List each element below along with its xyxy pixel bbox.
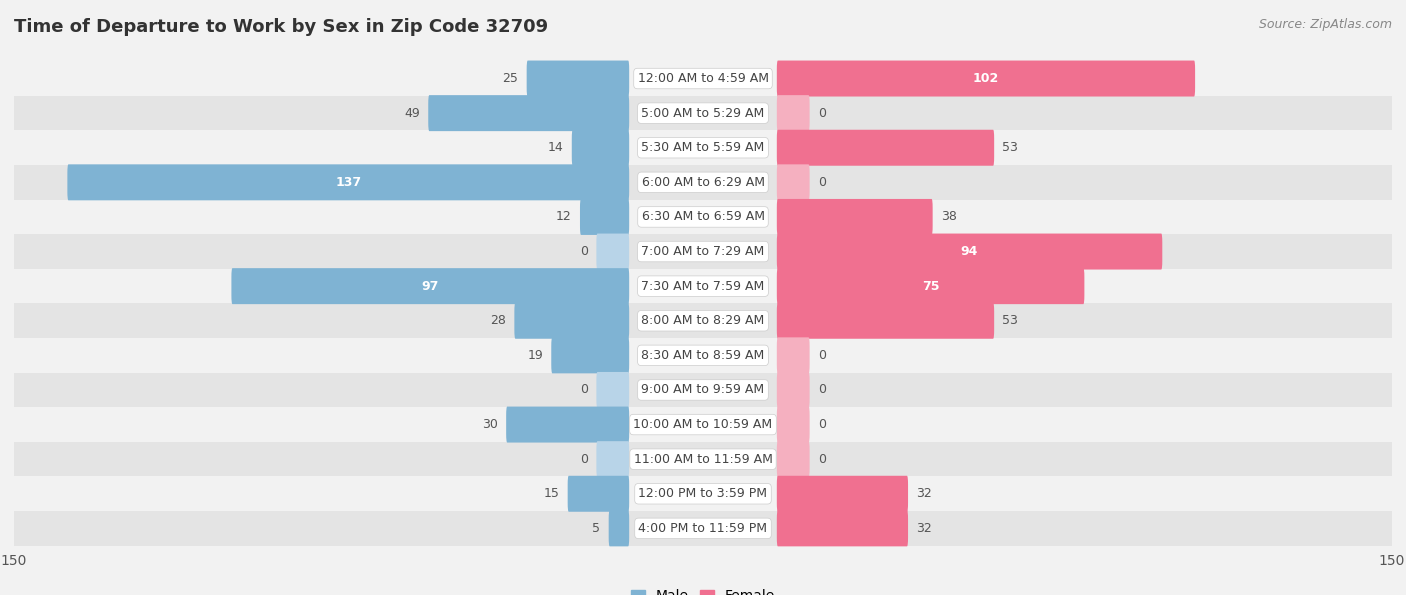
Text: 137: 137	[335, 176, 361, 189]
Text: 5:30 AM to 5:59 AM: 5:30 AM to 5:59 AM	[641, 141, 765, 154]
FancyBboxPatch shape	[778, 441, 810, 477]
Bar	[0, 130, 1406, 165]
Text: 53: 53	[1002, 314, 1018, 327]
Bar	[0, 511, 1406, 546]
FancyBboxPatch shape	[778, 130, 994, 166]
FancyBboxPatch shape	[596, 441, 630, 477]
Text: 94: 94	[960, 245, 979, 258]
FancyBboxPatch shape	[778, 406, 810, 443]
Text: 0: 0	[818, 176, 825, 189]
Text: 30: 30	[482, 418, 498, 431]
FancyBboxPatch shape	[551, 337, 630, 373]
Legend: Male, Female: Male, Female	[626, 584, 780, 595]
Text: 6:30 AM to 6:59 AM: 6:30 AM to 6:59 AM	[641, 211, 765, 224]
Text: 14: 14	[548, 141, 564, 154]
Text: 25: 25	[502, 72, 519, 85]
Text: 12:00 PM to 3:59 PM: 12:00 PM to 3:59 PM	[638, 487, 768, 500]
FancyBboxPatch shape	[67, 164, 630, 201]
Text: Source: ZipAtlas.com: Source: ZipAtlas.com	[1258, 18, 1392, 31]
Bar	[0, 200, 1406, 234]
Text: 7:30 AM to 7:59 AM: 7:30 AM to 7:59 AM	[641, 280, 765, 293]
Bar	[0, 61, 1406, 96]
FancyBboxPatch shape	[778, 337, 810, 373]
FancyBboxPatch shape	[596, 234, 630, 270]
FancyBboxPatch shape	[527, 61, 630, 96]
Bar	[0, 96, 1406, 130]
Text: 8:00 AM to 8:29 AM: 8:00 AM to 8:29 AM	[641, 314, 765, 327]
FancyBboxPatch shape	[596, 372, 630, 408]
Text: 53: 53	[1002, 141, 1018, 154]
Bar	[0, 372, 1406, 407]
Bar	[0, 338, 1406, 372]
FancyBboxPatch shape	[778, 61, 1195, 96]
FancyBboxPatch shape	[572, 130, 630, 166]
FancyBboxPatch shape	[778, 199, 932, 235]
Bar	[0, 269, 1406, 303]
Text: 32: 32	[917, 487, 932, 500]
FancyBboxPatch shape	[429, 95, 630, 131]
FancyBboxPatch shape	[778, 511, 908, 546]
Text: 8:30 AM to 8:59 AM: 8:30 AM to 8:59 AM	[641, 349, 765, 362]
FancyBboxPatch shape	[232, 268, 630, 304]
FancyBboxPatch shape	[778, 95, 810, 131]
Bar	[0, 234, 1406, 269]
Text: 75: 75	[922, 280, 939, 293]
FancyBboxPatch shape	[506, 406, 630, 443]
Text: 9:00 AM to 9:59 AM: 9:00 AM to 9:59 AM	[641, 383, 765, 396]
FancyBboxPatch shape	[778, 164, 810, 201]
Text: 0: 0	[818, 453, 825, 466]
Text: 32: 32	[917, 522, 932, 535]
Text: 5: 5	[592, 522, 600, 535]
Text: 15: 15	[544, 487, 560, 500]
Bar	[0, 442, 1406, 477]
Text: 38: 38	[941, 211, 956, 224]
Text: 12:00 AM to 4:59 AM: 12:00 AM to 4:59 AM	[637, 72, 769, 85]
Text: 4:00 PM to 11:59 PM: 4:00 PM to 11:59 PM	[638, 522, 768, 535]
FancyBboxPatch shape	[609, 511, 630, 546]
Text: 7:00 AM to 7:29 AM: 7:00 AM to 7:29 AM	[641, 245, 765, 258]
FancyBboxPatch shape	[581, 199, 630, 235]
FancyBboxPatch shape	[515, 303, 630, 339]
Text: 10:00 AM to 10:59 AM: 10:00 AM to 10:59 AM	[634, 418, 772, 431]
Text: 0: 0	[818, 349, 825, 362]
Text: 11:00 AM to 11:59 AM: 11:00 AM to 11:59 AM	[634, 453, 772, 466]
FancyBboxPatch shape	[568, 476, 630, 512]
Text: 0: 0	[581, 453, 588, 466]
Bar	[0, 303, 1406, 338]
FancyBboxPatch shape	[778, 303, 994, 339]
Text: Time of Departure to Work by Sex in Zip Code 32709: Time of Departure to Work by Sex in Zip …	[14, 18, 548, 36]
FancyBboxPatch shape	[778, 268, 1084, 304]
Text: 28: 28	[491, 314, 506, 327]
Bar	[0, 407, 1406, 442]
Text: 102: 102	[973, 72, 1000, 85]
Text: 49: 49	[405, 107, 420, 120]
FancyBboxPatch shape	[778, 476, 908, 512]
Text: 0: 0	[818, 107, 825, 120]
Text: 0: 0	[818, 418, 825, 431]
Text: 6:00 AM to 6:29 AM: 6:00 AM to 6:29 AM	[641, 176, 765, 189]
FancyBboxPatch shape	[778, 372, 810, 408]
Text: 0: 0	[581, 383, 588, 396]
Bar	[0, 165, 1406, 200]
Text: 0: 0	[581, 245, 588, 258]
Text: 5:00 AM to 5:29 AM: 5:00 AM to 5:29 AM	[641, 107, 765, 120]
Text: 97: 97	[422, 280, 439, 293]
FancyBboxPatch shape	[778, 234, 1163, 270]
Text: 0: 0	[818, 383, 825, 396]
Bar	[0, 477, 1406, 511]
Text: 12: 12	[555, 211, 572, 224]
Text: 19: 19	[527, 349, 543, 362]
